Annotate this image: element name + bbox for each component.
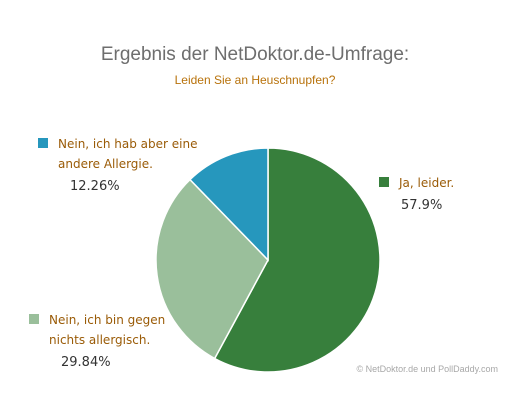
legend-label-line1: Nein, ich hab aber eine [58, 137, 198, 151]
chart-title: Ergebnis der NetDoktor.de-Umfrage: [100, 44, 410, 65]
legend-item-ja-leider: Ja, leider. 57.9% [379, 173, 489, 216]
legend-item-nicht-allergisch: Nein, ich bin gegen nichts allergisch. 2… [29, 310, 179, 373]
legend-label-line2: nichts allergisch. [49, 333, 151, 347]
legend-item-andere-allergie: Nein, ich hab aber eine andere Allergie.… [38, 134, 208, 197]
pie-slice-ja-leider[interactable] [213, 147, 381, 373]
pie-slice-nein-nicht-allergisch[interactable] [155, 178, 269, 360]
legend-value-nicht-allergisch: 29.84% [61, 355, 111, 370]
legend-value-ja-leider: 57.9% [401, 198, 443, 213]
legend-label-line1: Ja, leider. [399, 176, 455, 190]
chart-subtitle: Leiden Sie an Heuschnupfen? [174, 73, 336, 87]
copyright-notice: © NetDoktor.de und PollDaddy.com [356, 364, 498, 374]
legend-label-line2: andere Allergie. [58, 157, 153, 171]
legend-swatch-andere-allergie [38, 138, 48, 148]
pie-slice-nein-andere-allergie[interactable] [188, 147, 269, 262]
legend-value-andere-allergie: 12.26% [70, 179, 120, 194]
legend-swatch-nicht-allergisch [29, 314, 39, 324]
legend-swatch-ja-leider [379, 177, 389, 187]
legend-label-line1: Nein, ich bin gegen [49, 313, 166, 327]
